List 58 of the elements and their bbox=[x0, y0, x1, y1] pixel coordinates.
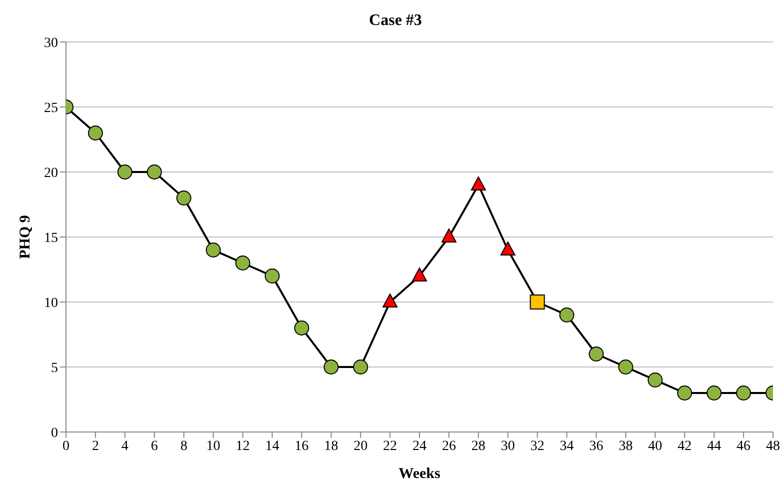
point bbox=[441, 228, 456, 242]
x-tick-label: 6 bbox=[150, 438, 158, 454]
x-tick-label: 28 bbox=[471, 438, 486, 454]
point bbox=[206, 242, 221, 258]
x-tick-label: 8 bbox=[180, 438, 188, 454]
y-tick-label: 10 bbox=[44, 296, 58, 311]
y-tick-label: 20 bbox=[44, 166, 58, 181]
x-tick-label: 40 bbox=[648, 438, 662, 454]
y-tick-label: 15 bbox=[44, 230, 58, 246]
x-tick-label: 42 bbox=[678, 438, 692, 454]
x-tick-label: 48 bbox=[766, 438, 780, 454]
x-tick-label: 14 bbox=[265, 438, 280, 454]
x-tick-label: 22 bbox=[383, 438, 398, 454]
point bbox=[618, 360, 634, 374]
x-tick-label: 38 bbox=[618, 438, 633, 454]
x-tick-label: 4 bbox=[121, 438, 128, 454]
point bbox=[117, 164, 132, 180]
point bbox=[559, 308, 574, 322]
x-tick-label: 26 bbox=[442, 438, 456, 454]
point bbox=[412, 268, 427, 282]
x-tick-label: 12 bbox=[236, 438, 250, 454]
x-tick-label: 34 bbox=[560, 438, 574, 454]
point bbox=[677, 386, 692, 400]
point bbox=[588, 346, 604, 362]
y-tick-label: 0 bbox=[51, 426, 58, 441]
point bbox=[648, 372, 663, 388]
x-tick-label: 44 bbox=[707, 438, 722, 454]
point bbox=[146, 164, 162, 180]
y-axis-title: PHQ 9 bbox=[17, 215, 34, 259]
y-tick-label: 25 bbox=[44, 100, 58, 116]
x-tick-label: 2 bbox=[92, 438, 99, 454]
point bbox=[736, 386, 752, 400]
y-tick-label: 5 bbox=[51, 360, 58, 376]
x-tick-label: 18 bbox=[324, 438, 338, 454]
point bbox=[324, 360, 339, 374]
x-axis-title: Weeks bbox=[398, 466, 440, 482]
x-tick-label: 46 bbox=[736, 438, 751, 454]
x-tick-label: 36 bbox=[589, 438, 604, 454]
point bbox=[264, 268, 280, 284]
x-tick-label: 32 bbox=[530, 438, 544, 454]
point bbox=[294, 320, 310, 336]
y-tick-label: 30 bbox=[44, 36, 58, 51]
point bbox=[500, 242, 516, 256]
x-tick-label: 24 bbox=[412, 438, 426, 454]
point bbox=[235, 256, 250, 270]
point bbox=[176, 190, 192, 206]
chart-title: Case #3 bbox=[368, 11, 423, 31]
point bbox=[706, 386, 722, 400]
x-tick-label: 0 bbox=[62, 438, 70, 454]
x-tick-label: 20 bbox=[354, 438, 368, 454]
point bbox=[88, 126, 103, 140]
point bbox=[530, 294, 545, 310]
x-tick-label: 16 bbox=[294, 438, 309, 454]
point bbox=[353, 360, 368, 374]
x-tick-label: 10 bbox=[206, 438, 220, 454]
point bbox=[470, 176, 486, 190]
x-tick-label: 30 bbox=[500, 438, 515, 454]
point bbox=[382, 294, 398, 308]
